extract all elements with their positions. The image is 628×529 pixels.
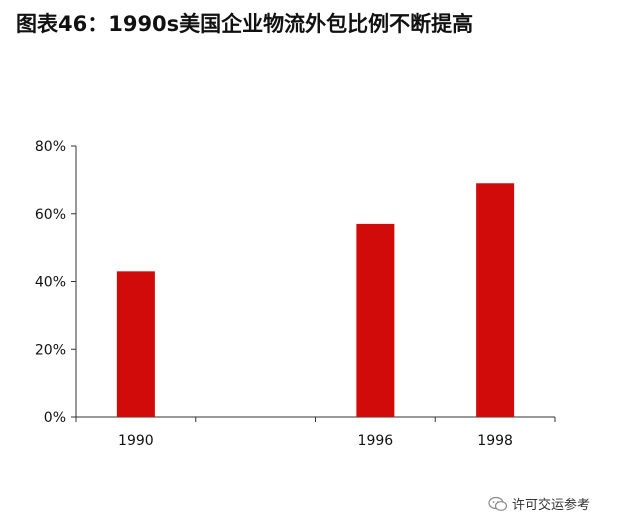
chart-title: 图表46：1990s美国企业物流外包比例不断提高 bbox=[16, 12, 474, 36]
y-tick-label: 0% bbox=[44, 410, 66, 426]
watermark: 许可交运参考 bbox=[488, 494, 590, 513]
x-tick-label: 1998 bbox=[477, 433, 513, 449]
y-tick-label: 20% bbox=[35, 342, 66, 358]
watermark-text: 许可交运参考 bbox=[512, 498, 591, 513]
y-tick-label: 80% bbox=[35, 139, 66, 155]
x-tick-label: 1990 bbox=[118, 433, 154, 449]
y-tick-label: 60% bbox=[35, 207, 66, 223]
y-tick-label: 40% bbox=[35, 275, 66, 291]
wechat-icon bbox=[488, 496, 508, 511]
bar-1996 bbox=[356, 223, 395, 417]
bar-1990 bbox=[116, 271, 155, 417]
bar-1998 bbox=[476, 183, 515, 417]
x-tick-label: 1996 bbox=[358, 433, 394, 449]
